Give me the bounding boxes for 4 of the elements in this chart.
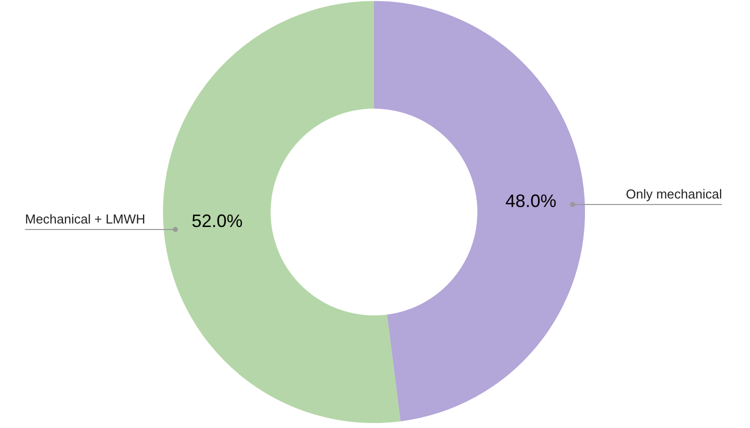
data-label: 48.0%: [505, 191, 556, 212]
data-label: 52.0%: [192, 210, 243, 231]
slice-label: Only mechanical: [626, 186, 722, 202]
slice-label: Mechanical + LMWH: [25, 212, 146, 227]
